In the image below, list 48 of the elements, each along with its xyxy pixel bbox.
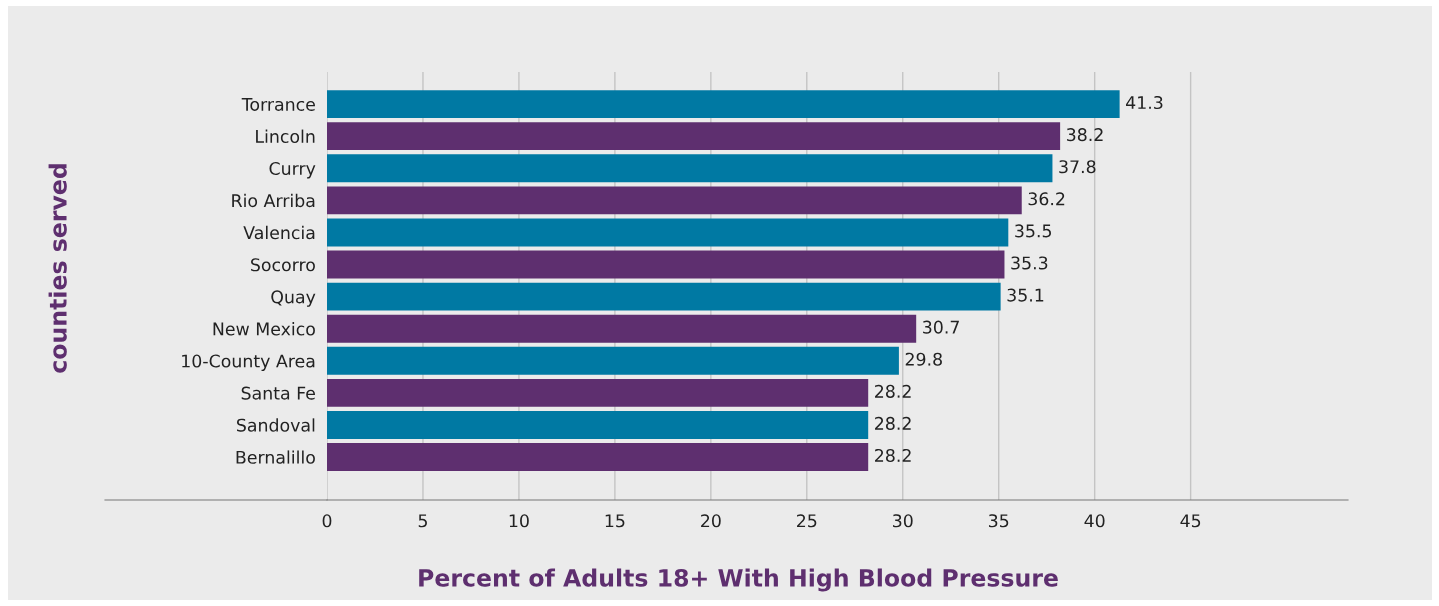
x-tick-label: 30 (893, 514, 913, 528)
data-label: 28.2 (875, 384, 911, 398)
y-tick-label: Socorro (251, 258, 315, 272)
data-label: 41.3 (1126, 95, 1163, 110)
bar (327, 410, 869, 439)
y-tick-label: Valencia (243, 225, 315, 240)
y-tick-label: Lincoln (256, 129, 315, 144)
y-tick-label: 10-County Area (182, 354, 315, 371)
bar (327, 314, 917, 343)
bar (327, 186, 1022, 215)
y-tick-label: New Mexico (213, 322, 315, 336)
bar (327, 443, 869, 471)
bar (327, 90, 1120, 119)
x-tick-label: 45 (1180, 514, 1201, 528)
y-tick-label: Torrance (241, 98, 315, 111)
x-tick-label: 40 (1084, 514, 1105, 528)
x-tick-label: 15 (605, 514, 625, 528)
data-label: 28.2 (875, 416, 911, 430)
y-axis-title: counties served (48, 164, 67, 373)
data-label: 29.8 (905, 352, 942, 366)
data-label: 35.1 (1007, 288, 1044, 302)
x-tick-label: 0 (322, 514, 332, 528)
data-label: 28.2 (875, 448, 911, 463)
y-tick-label: Rio Arriba (232, 193, 315, 208)
bar (327, 218, 1009, 247)
bar (327, 122, 1061, 151)
bar (327, 282, 1001, 311)
data-label: 35.3 (1011, 256, 1048, 270)
data-label: 30.7 (923, 320, 959, 334)
data-label: 37.8 (1059, 160, 1096, 174)
y-tick-label: Curry (269, 161, 316, 179)
data-label: 38.2 (1067, 128, 1103, 142)
data-label: 35.5 (1015, 224, 1051, 238)
bar (327, 346, 899, 375)
bar (327, 378, 869, 407)
x-tick-label: 20 (701, 514, 721, 528)
x-tick-label: 5 (418, 514, 427, 528)
bar (327, 154, 1053, 183)
data-label: 36.2 (1028, 192, 1065, 206)
x-tick-label: 10 (509, 514, 529, 528)
x-axis-title: Percent of Adults 18+ With High Blood Pressure (419, 568, 1058, 592)
y-tick-label: Sandoval (236, 418, 315, 432)
x-tick-label: 25 (797, 514, 817, 528)
y-tick-label: Bernalillo (236, 450, 315, 464)
bar (327, 250, 1005, 279)
y-tick-label: Quay (271, 290, 316, 307)
y-tick-label: Santa Fe (241, 386, 315, 400)
x-tick-label: 35 (988, 514, 1009, 528)
